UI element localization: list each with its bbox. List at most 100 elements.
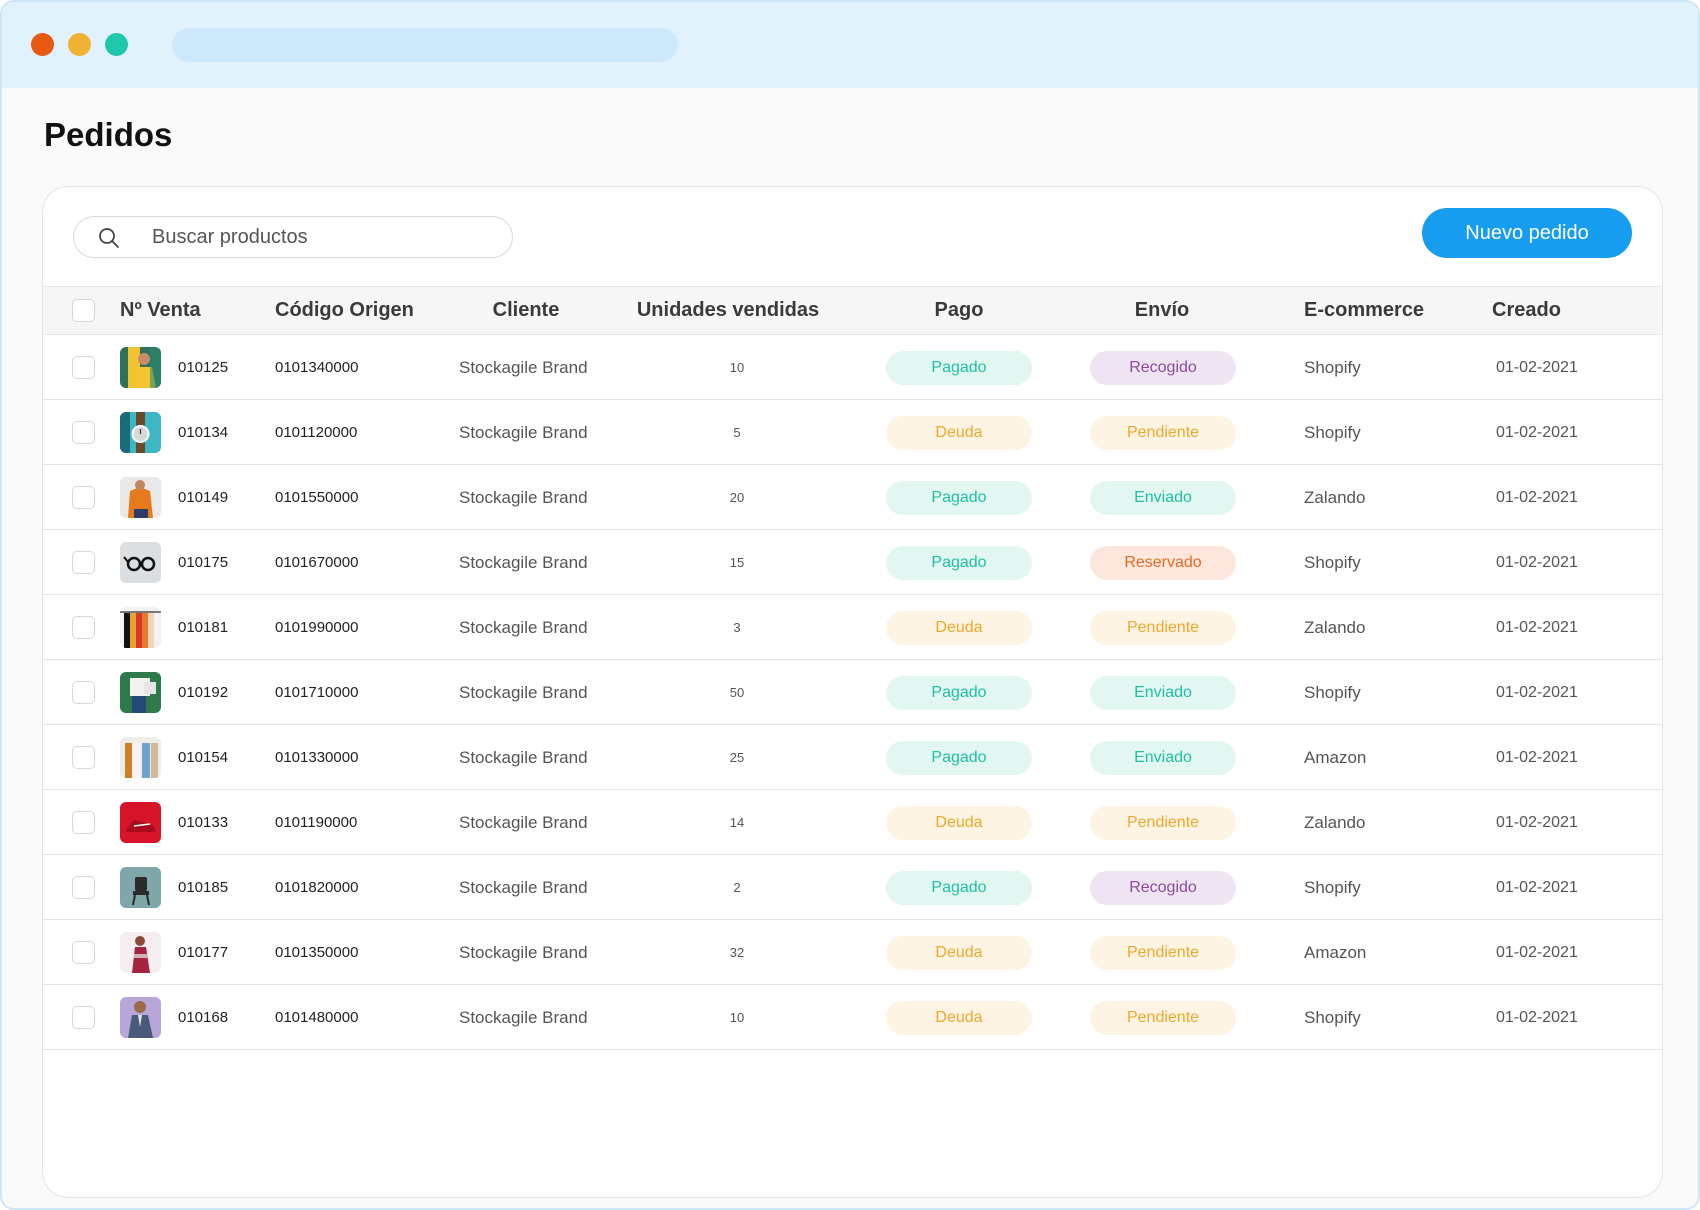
header-ecommerce[interactable]: E-commerce [1304,299,1425,321]
table-header: Nº Venta Código Origen Cliente Unidades … [43,286,1662,335]
row-checkbox[interactable] [72,356,95,379]
row-checkbox[interactable] [72,486,95,509]
close-window-button[interactable] [31,33,54,56]
created-date: 01-02-2021 [1496,359,1578,376]
created-date: 01-02-2021 [1496,944,1578,961]
sale-number: 010192 [178,684,229,701]
search-input[interactable]: Buscar productos [73,216,513,258]
table-row[interactable]: 010149 0101550000 Stockagile Brand 20 Pagado… [43,465,1662,530]
header-codigo[interactable]: Código Origen [275,299,414,321]
new-order-button[interactable]: Nuevo pedido [1422,208,1632,258]
product-thumbnail [120,867,161,908]
table-row[interactable]: 010177 0101350000 Stockagile Brand 32 Deuda P… [43,920,1662,985]
row-checkbox[interactable] [72,746,95,769]
units-sold: 3 [733,620,741,635]
table-row[interactable]: 010133 0101190000 Stockagile Brand 14 Deuda P… [43,790,1662,855]
row-checkbox[interactable] [72,941,95,964]
row-checkbox[interactable] [72,681,95,704]
sale-number: 010125 [178,359,229,376]
header-envio[interactable]: Envío [1134,299,1190,321]
client-name: Stockagile Brand [459,553,588,572]
row-checkbox[interactable] [72,1006,95,1029]
ecommerce-platform: Zalando [1304,813,1366,832]
shipping-status-badge: Recogido [1090,351,1236,385]
shipping-status-badge: Pendiente [1090,936,1236,970]
created-date: 01-02-2021 [1496,1009,1578,1026]
row-checkbox[interactable] [72,876,95,899]
table-row[interactable]: 010181 0101990000 Stockagile Brand 3 Deuda Pe… [43,595,1662,660]
table-row[interactable]: 010185 0101820000 Stockagile Brand 2 Pagado R… [43,855,1662,920]
client-name: Stockagile Brand [459,358,588,377]
sale-number: 010175 [178,554,229,571]
payment-status-badge: Pagado [886,351,1032,385]
units-sold: 2 [733,880,741,895]
shipping-status-badge: Pendiente [1090,806,1236,840]
header-venta[interactable]: Nº Venta [120,299,201,321]
search-icon [99,228,119,248]
sale-number: 010177 [178,944,229,961]
ecommerce-platform: Shopify [1304,553,1361,572]
units-sold: 10 [729,360,745,375]
payment-status-badge: Deuda [886,936,1032,970]
header-creado[interactable]: Creado [1492,299,1561,321]
row-checkbox[interactable] [72,421,95,444]
origin-code: 0101350000 [275,944,359,961]
ecommerce-platform: Zalando [1304,488,1366,507]
table-row[interactable]: 010134 0101120000 Stockagile Brand 5 Deuda Pe… [43,400,1662,465]
row-checkbox[interactable] [72,616,95,639]
units-sold: 14 [729,815,745,830]
table-row[interactable]: 010125 0101340000 Stockagile Brand 10 Pagado… [43,335,1662,400]
shipping-status-badge: Recogido [1090,871,1236,905]
payment-status-badge: Deuda [886,416,1032,450]
payment-status-badge: Deuda [886,611,1032,645]
sale-number: 010181 [178,619,229,636]
client-name: Stockagile Brand [459,423,588,442]
search-placeholder: Buscar productos [152,226,308,248]
payment-status-badge: Pagado [886,546,1032,580]
sale-number: 010185 [178,879,229,896]
client-name: Stockagile Brand [459,618,588,637]
sale-number: 010133 [178,814,229,831]
header-unidades[interactable]: Unidades vendidas [636,299,820,321]
payment-status-badge: Pagado [886,481,1032,515]
table-row[interactable]: 010175 0101670000 Stockagile Brand 15 Pagado… [43,530,1662,595]
units-sold: 32 [729,945,745,960]
row-checkbox[interactable] [72,811,95,834]
ecommerce-platform: Amazon [1304,943,1367,962]
table-row[interactable]: 010168 0101480000 Stockagile Brand 10 Deuda P… [43,985,1662,1050]
maximize-window-button[interactable] [105,33,128,56]
client-name: Stockagile Brand [459,943,588,962]
select-all-checkbox[interactable] [72,299,95,322]
units-sold: 10 [729,1010,745,1025]
minimize-window-button[interactable] [68,33,91,56]
address-bar[interactable] [172,28,678,62]
page-title: Pedidos [44,116,173,153]
created-date: 01-02-2021 [1496,554,1578,571]
payment-status-badge: Pagado [886,871,1032,905]
origin-code: 0101340000 [275,359,359,376]
shipping-status-badge: Enviado [1090,741,1236,775]
shipping-status-badge: Enviado [1090,676,1236,710]
client-name: Stockagile Brand [459,748,588,767]
units-sold: 25 [729,750,745,765]
shipping-status-badge: Reservado [1090,546,1236,580]
created-date: 01-02-2021 [1496,684,1578,701]
product-thumbnail [120,542,161,583]
product-thumbnail [120,997,161,1038]
table-row[interactable]: 010192 0101710000 Stockagile Brand 50 Pagado… [43,660,1662,725]
header-cliente[interactable]: Cliente [492,299,560,321]
origin-code: 0101710000 [275,684,359,701]
units-sold: 15 [729,555,745,570]
origin-code: 0101330000 [275,749,359,766]
table-row[interactable]: 010154 0101330000 Stockagile Brand 25 Pagado… [43,725,1662,790]
sale-number: 010154 [178,749,229,766]
row-checkbox[interactable] [72,551,95,574]
payment-status-badge: Deuda [886,806,1032,840]
header-pago[interactable]: Pago [934,299,984,321]
created-date: 01-02-2021 [1496,879,1578,896]
ecommerce-platform: Shopify [1304,1008,1361,1027]
product-thumbnail [120,802,161,843]
ecommerce-platform: Zalando [1304,618,1366,637]
shipping-status-badge: Pendiente [1090,1001,1236,1035]
